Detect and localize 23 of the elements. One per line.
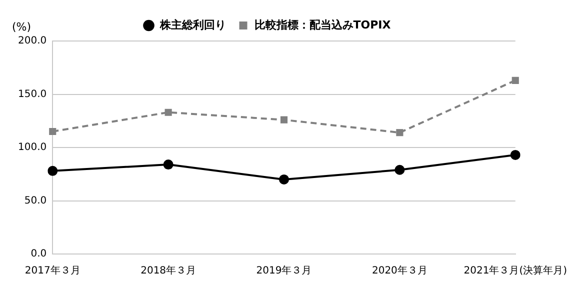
point — [512, 76, 519, 84]
x-tick-label: 2017年３月 — [24, 264, 80, 277]
point — [49, 128, 56, 136]
y-tick-label: 100.0 — [18, 142, 47, 154]
point — [280, 116, 288, 124]
legend-label: 比較指標：配当込みTOPIX — [254, 18, 392, 32]
point — [510, 150, 520, 160]
y-tick-label: 150.0 — [18, 88, 47, 100]
point — [163, 160, 174, 170]
x-tick-label: 2020年３月 — [372, 264, 428, 277]
legend-label: 株主総利回り — [158, 18, 226, 32]
point — [48, 166, 58, 176]
point — [396, 129, 404, 136]
y-tick-label: 200.0 — [18, 36, 47, 47]
y-axis-title: (%) — [12, 20, 32, 34]
x-tick-label: 2019年３月 — [256, 264, 312, 277]
point — [279, 174, 289, 184]
x-tick-label: 2021年３月(決算年月) — [464, 264, 568, 277]
x-tick-label: 2018年３月 — [140, 264, 196, 277]
point — [164, 108, 172, 116]
y-tick-label: 0.0 — [30, 248, 47, 260]
y-tick-label: 50.0 — [24, 195, 47, 206]
point — [394, 164, 405, 175]
